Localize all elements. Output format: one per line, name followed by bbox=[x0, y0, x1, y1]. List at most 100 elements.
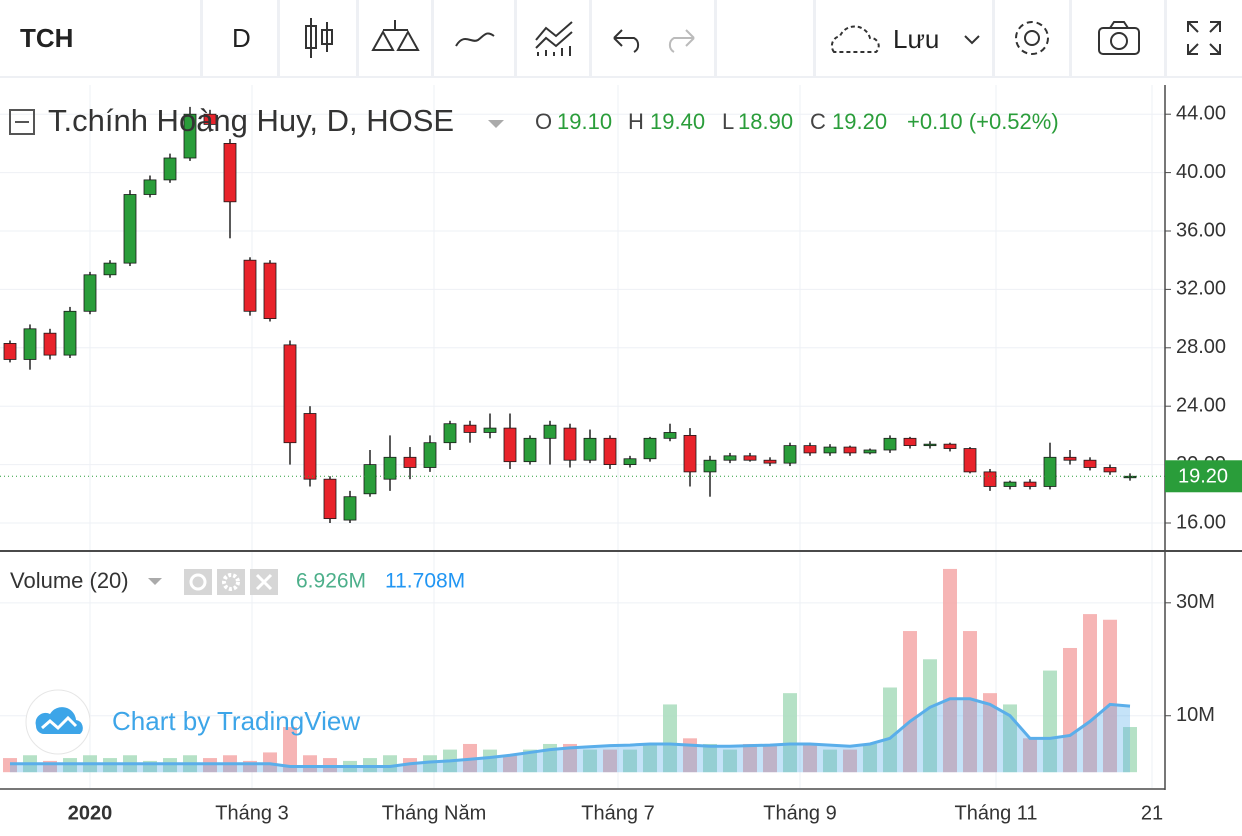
collapse-icon[interactable] bbox=[9, 109, 35, 135]
undo-icon bbox=[613, 29, 640, 53]
snapshot-button[interactable] bbox=[1072, 0, 1164, 76]
change-value: +0.10 (+0.52%) bbox=[907, 109, 1059, 134]
volume-bar bbox=[623, 749, 637, 773]
candle-body bbox=[783, 445, 797, 464]
save-button[interactable] bbox=[816, 0, 992, 76]
candle-body bbox=[343, 496, 357, 521]
watermark-logo bbox=[35, 707, 83, 734]
x-tick-label: 21 bbox=[1141, 802, 1163, 824]
x-tick-label: Tháng 3 bbox=[215, 802, 288, 824]
volume-bar bbox=[703, 743, 717, 773]
ohlc-value: 19.10 bbox=[557, 109, 612, 134]
volume-bar bbox=[1063, 647, 1077, 773]
symbol[interactable]: TCH bbox=[20, 23, 73, 53]
candle-body bbox=[583, 437, 597, 461]
volume-ma-line bbox=[10, 697, 1131, 769]
volume-bar bbox=[883, 687, 897, 773]
title-dropdown[interactable] bbox=[488, 120, 504, 128]
watermark: Chart by TradingView bbox=[25, 689, 360, 755]
y-tick-label: 32.00 bbox=[1176, 278, 1226, 300]
eye-button[interactable] bbox=[184, 569, 212, 595]
candle-body bbox=[843, 446, 857, 454]
candle-body bbox=[203, 113, 217, 125]
y-tick-label: 24.00 bbox=[1176, 394, 1226, 416]
candle-body bbox=[183, 113, 197, 159]
candle-body bbox=[723, 455, 737, 461]
volume-bar bbox=[963, 631, 977, 773]
last-price-label: 19.20 bbox=[1178, 466, 1228, 488]
candle-body bbox=[643, 437, 657, 460]
interval-button[interactable] bbox=[203, 0, 277, 76]
templates-button[interactable] bbox=[517, 0, 589, 76]
volume-bar bbox=[863, 743, 877, 773]
candle-body bbox=[23, 328, 37, 360]
toolbar-spacer bbox=[717, 0, 813, 76]
eye-glyph bbox=[189, 573, 207, 591]
x-tick-label: Tháng 7 bbox=[581, 802, 654, 824]
candle-body bbox=[143, 179, 157, 195]
candle-body bbox=[3, 343, 17, 360]
volume-bar bbox=[903, 631, 917, 773]
candle-body bbox=[763, 459, 777, 464]
volume-bar bbox=[143, 760, 157, 773]
fullscreen-icon bbox=[1187, 21, 1221, 55]
plot-area bbox=[0, 85, 1165, 788]
ohlc-key: L bbox=[722, 109, 734, 134]
volume-dropdown[interactable] bbox=[148, 578, 162, 585]
volume-bar bbox=[583, 749, 597, 773]
y-tick-label: 36.00 bbox=[1176, 219, 1226, 241]
candle-body bbox=[283, 344, 297, 444]
volume-bar bbox=[643, 743, 657, 773]
volume-bar bbox=[423, 755, 437, 773]
candle-body bbox=[903, 437, 917, 447]
y-tick-label: 40.00 bbox=[1176, 161, 1226, 183]
volume-bar bbox=[503, 755, 517, 773]
fullscreen-button[interactable] bbox=[1167, 0, 1242, 76]
undo-redo[interactable] bbox=[592, 0, 714, 76]
volume-bar bbox=[563, 743, 577, 773]
candle-body bbox=[483, 427, 497, 433]
candle-icon bbox=[305, 18, 333, 58]
indicators-button[interactable] bbox=[434, 0, 514, 76]
volume-bar bbox=[1023, 738, 1037, 773]
candle-body bbox=[363, 464, 377, 495]
candle-body bbox=[703, 459, 717, 473]
ohlc-key: O bbox=[535, 109, 552, 134]
candle-body bbox=[243, 259, 257, 312]
settings-button[interactable] bbox=[995, 0, 1069, 76]
chart-type-button[interactable] bbox=[280, 0, 356, 76]
candle-body bbox=[383, 456, 397, 480]
volume-title: Volume (20) bbox=[10, 568, 129, 593]
volume-bar bbox=[1083, 614, 1097, 773]
candle-body bbox=[63, 310, 77, 356]
compare-button[interactable] bbox=[359, 0, 431, 76]
volume-bar bbox=[1123, 727, 1137, 773]
redo-icon bbox=[668, 29, 695, 53]
volume-bar bbox=[1103, 619, 1117, 773]
save-dropdown[interactable] bbox=[964, 35, 980, 45]
settings-small-button[interactable] bbox=[217, 569, 245, 595]
volume-bar bbox=[663, 704, 677, 773]
candle-body bbox=[923, 443, 937, 447]
candle-body bbox=[823, 446, 837, 454]
candle-body bbox=[443, 423, 457, 444]
series-title: T.chính Hoàng Huy, D, HOSE bbox=[48, 103, 454, 138]
symbol-button[interactable] bbox=[0, 0, 200, 76]
ohlc-key: H bbox=[628, 109, 644, 134]
candle-body bbox=[743, 455, 757, 461]
volume-bar bbox=[43, 760, 57, 773]
candle-body bbox=[523, 437, 537, 463]
candle-body bbox=[303, 413, 317, 480]
volume-bar bbox=[283, 727, 297, 773]
candle-body bbox=[1123, 475, 1137, 479]
interval[interactable]: D bbox=[232, 23, 251, 53]
save-label[interactable]: Lưu bbox=[893, 24, 939, 54]
volume-legend-value: 6.926M bbox=[296, 570, 366, 593]
watermark-logo-line bbox=[41, 715, 78, 731]
candle-body bbox=[943, 443, 957, 449]
candle-body bbox=[1063, 456, 1077, 461]
toolbar: TCH D Lưu bbox=[0, 0, 1242, 78]
candle-body bbox=[503, 427, 517, 463]
candle-body bbox=[1003, 481, 1017, 487]
